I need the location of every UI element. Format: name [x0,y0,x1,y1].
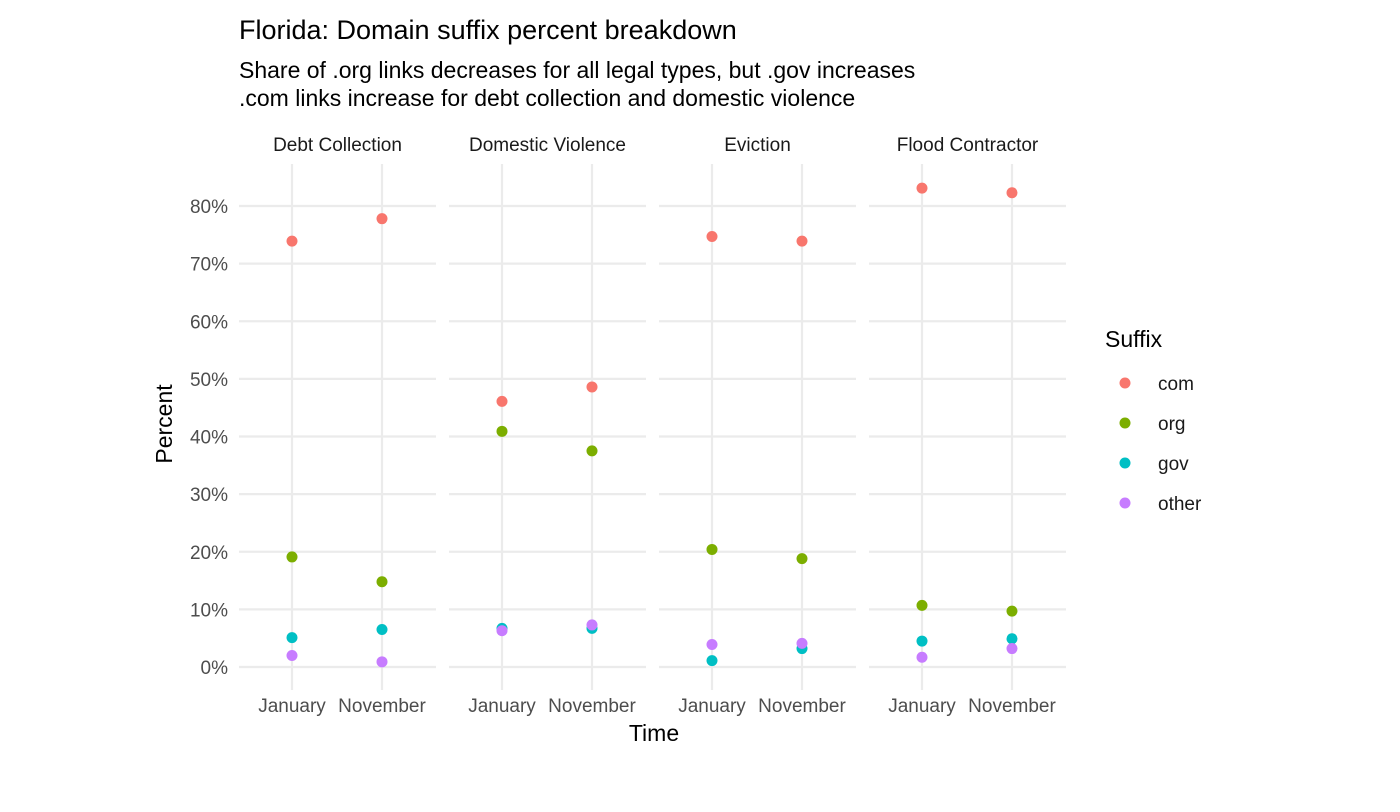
x-tick-label: November [338,696,426,717]
point-other [1006,643,1018,655]
point-com [916,182,928,194]
y-tick-label: 60% [190,312,228,333]
legend-label-other: other [1158,494,1202,515]
facet-strip-label: Eviction [724,135,791,156]
point-org [286,551,298,563]
legend-key-com [1119,377,1131,389]
y-tick-label: 0% [201,658,229,679]
legend: Suffix com org gov other [1105,326,1202,515]
y-axis-title: Percent [151,384,177,464]
point-other [796,637,808,649]
point-gov [286,632,298,644]
point-gov [1006,633,1018,645]
legend-label-com: com [1158,374,1194,395]
point-other [376,656,388,668]
y-tick-label: 20% [190,543,228,564]
x-tick-label: January [888,696,956,717]
point-other [586,619,598,631]
point-com [706,231,718,243]
point-org [586,445,598,457]
legend-label-gov: gov [1158,454,1189,475]
chart-subtitle-line-1: Share of .org links decreases for all le… [239,57,915,83]
x-axis-title: Time [629,720,679,746]
point-org [706,543,718,555]
point-com [1006,187,1018,199]
y-tick-label: 40% [190,428,228,449]
legend-key-other [1119,497,1131,509]
point-gov [916,635,928,647]
facet-strip-label: Debt Collection [273,135,402,156]
point-gov [706,655,718,667]
chart-title: Florida: Domain suffix percent breakdown [239,15,737,45]
facet-strip-label: Domestic Violence [469,135,626,156]
x-tick-label: November [968,696,1056,717]
legend-label-org: org [1158,414,1185,435]
legend-title: Suffix [1105,326,1163,352]
point-com [586,381,598,393]
point-other [916,651,928,663]
chart-subtitle-line-2: .com links increase for debt collection … [239,85,855,111]
x-tick-label: November [758,696,846,717]
point-gov [376,624,388,636]
point-org [916,599,928,611]
point-other [706,639,718,651]
y-tick-label: 50% [190,370,228,391]
y-tick-label: 10% [190,600,228,621]
y-tick-label: 70% [190,255,228,276]
point-com [496,395,508,407]
facet-strip-label: Flood Contractor [897,135,1039,156]
point-com [286,235,298,247]
point-org [376,576,388,588]
x-tick-label: January [258,696,326,717]
point-org [1006,605,1018,617]
facet-panel: Debt Collection January November [239,135,436,717]
point-com [376,213,388,225]
point-other [286,649,298,661]
y-tick-label: 30% [190,485,228,506]
x-tick-label: January [468,696,536,717]
facet-panel: Domestic Violence January November [449,135,646,717]
facet-panel: Eviction January November [659,135,856,717]
point-org [496,425,508,437]
point-org [796,553,808,565]
x-tick-label: November [548,696,636,717]
point-other [496,625,508,637]
y-axis: 0% 10% 20% 30% 40% 50% 60% 70% 80% [190,197,228,679]
x-tick-label: January [678,696,746,717]
y-tick-label: 80% [190,197,228,218]
point-com [796,235,808,247]
legend-key-gov [1119,457,1131,469]
legend-key-org [1119,417,1131,429]
facet-panel: Flood Contractor January November [869,135,1066,717]
